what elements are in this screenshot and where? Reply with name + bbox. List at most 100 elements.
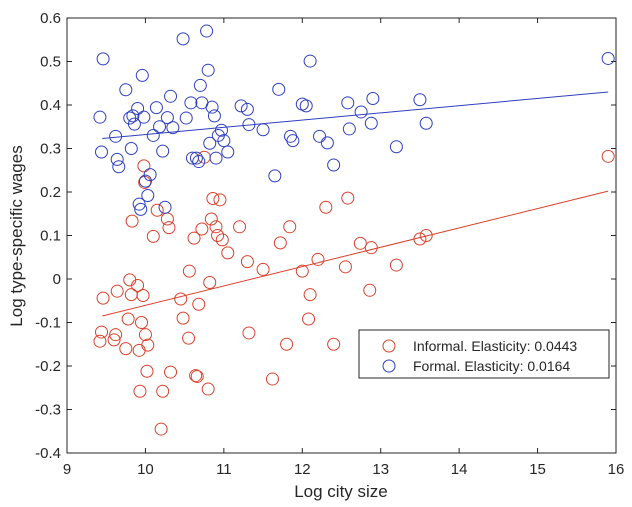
data-point-informal	[146, 229, 160, 243]
data-point-informal	[213, 193, 227, 207]
data-point-informal	[164, 365, 178, 379]
data-point-formal	[95, 145, 109, 159]
y-tick-label: -0.1	[35, 315, 61, 332]
data-point-informal	[353, 236, 367, 250]
data-point-informal	[265, 372, 279, 386]
data-point-formal	[149, 101, 163, 115]
data-point-formal	[110, 152, 124, 166]
data-point-informal	[135, 316, 149, 329]
legend-box	[358, 329, 610, 379]
data-point-informal	[319, 200, 333, 214]
data-point-informal	[233, 220, 247, 234]
data-point-informal	[141, 338, 155, 352]
data-point-formal	[342, 122, 356, 136]
data-point-formal	[137, 110, 151, 124]
data-point-informal	[119, 342, 133, 356]
data-point-informal	[195, 222, 209, 236]
data-point-formal	[240, 102, 254, 116]
data-point-informal	[240, 255, 254, 269]
x-tick-label: 12	[294, 461, 311, 478]
data-point-formal	[176, 32, 190, 46]
y-tick-label: 0.3	[40, 141, 61, 158]
data-point-formal	[109, 129, 123, 143]
data-point-formal	[127, 117, 141, 131]
data-point-formal	[132, 197, 146, 211]
data-point-informal	[303, 288, 317, 302]
data-point-formal	[286, 134, 300, 148]
y-tick-label: 0.1	[40, 228, 61, 245]
data-point-formal	[143, 168, 157, 182]
data-point-informal	[280, 337, 294, 351]
data-point-formal	[192, 155, 206, 169]
data-point-formal	[112, 160, 126, 174]
data-point-informal	[182, 331, 196, 345]
data-point-informal	[133, 384, 147, 398]
y-tick-label: 0.4	[40, 97, 61, 114]
data-point-formal	[179, 111, 193, 125]
data-point-formal	[193, 78, 207, 92]
y-tick-label: -0.2	[35, 358, 61, 375]
data-point-informal	[136, 289, 150, 303]
data-point-informal	[176, 311, 190, 325]
data-point-informal	[137, 159, 151, 173]
data-point-formal	[158, 200, 172, 214]
x-axis-ticks: 9 10 11 12 13 14 15 16	[63, 18, 624, 478]
y-tick-label: -0.4	[35, 445, 61, 462]
data-point-informal	[109, 328, 123, 342]
data-point-informal	[107, 333, 121, 347]
data-point-formal	[364, 116, 378, 130]
data-point-formal	[366, 91, 380, 105]
legend-label-formal: Formal. Elasticity: 0.0164	[413, 358, 570, 374]
data-point-formal	[185, 151, 199, 165]
data-point-informal	[96, 291, 110, 305]
data-point-informal	[221, 246, 235, 260]
data-point-formal	[153, 120, 167, 134]
data-point-informal	[311, 252, 325, 266]
data-point-informal	[190, 369, 204, 383]
data-point-formal	[138, 174, 152, 188]
x-tick-label: 15	[529, 461, 546, 478]
x-tick-label: 10	[137, 461, 154, 478]
data-point-informal	[327, 337, 341, 351]
data-point-informal	[256, 262, 270, 276]
data-point-informal	[211, 229, 225, 242]
legend-marker-informal	[382, 339, 396, 353]
data-point-informal	[242, 326, 256, 340]
fit-line-formal	[102, 91, 609, 139]
x-tick-label: 11	[216, 461, 232, 478]
data-point-formal	[201, 63, 215, 77]
data-point-formal	[203, 136, 217, 150]
x-tick-label: 14	[451, 461, 468, 478]
data-point-informal	[150, 203, 164, 217]
data-point-formal	[217, 134, 231, 148]
legend-marker-formal	[382, 359, 396, 373]
data-point-informal	[209, 220, 223, 234]
data-point-informal	[204, 212, 218, 226]
data-point-formal	[119, 83, 133, 97]
data-point-informal	[206, 192, 220, 206]
x-axis-label: Log city size	[294, 482, 388, 501]
data-point-informal	[273, 236, 287, 250]
data-point-formal	[124, 142, 138, 155]
data-point-formal	[303, 54, 317, 68]
data-point-formal	[209, 151, 223, 165]
data-point-informal	[125, 214, 139, 228]
data-point-formal	[184, 96, 198, 110]
data-point-informal	[110, 284, 124, 298]
data-point-informal	[131, 279, 145, 293]
data-point-informal	[389, 258, 403, 272]
data-point-formal	[160, 111, 174, 125]
data-point-informal	[187, 231, 201, 245]
y-tick-label: 0	[53, 271, 61, 288]
x-tick-label: 9	[63, 461, 71, 478]
data-point-informal	[154, 422, 168, 436]
data-point-informal	[162, 221, 176, 235]
y-tick-label: 0.6	[40, 10, 61, 27]
data-point-formal	[215, 123, 229, 137]
data-point-formal	[413, 93, 427, 107]
y-tick-label: 0.5	[40, 54, 61, 71]
data-point-formal	[268, 169, 282, 183]
data-point-formal	[389, 140, 403, 154]
data-point-informal	[174, 292, 188, 306]
